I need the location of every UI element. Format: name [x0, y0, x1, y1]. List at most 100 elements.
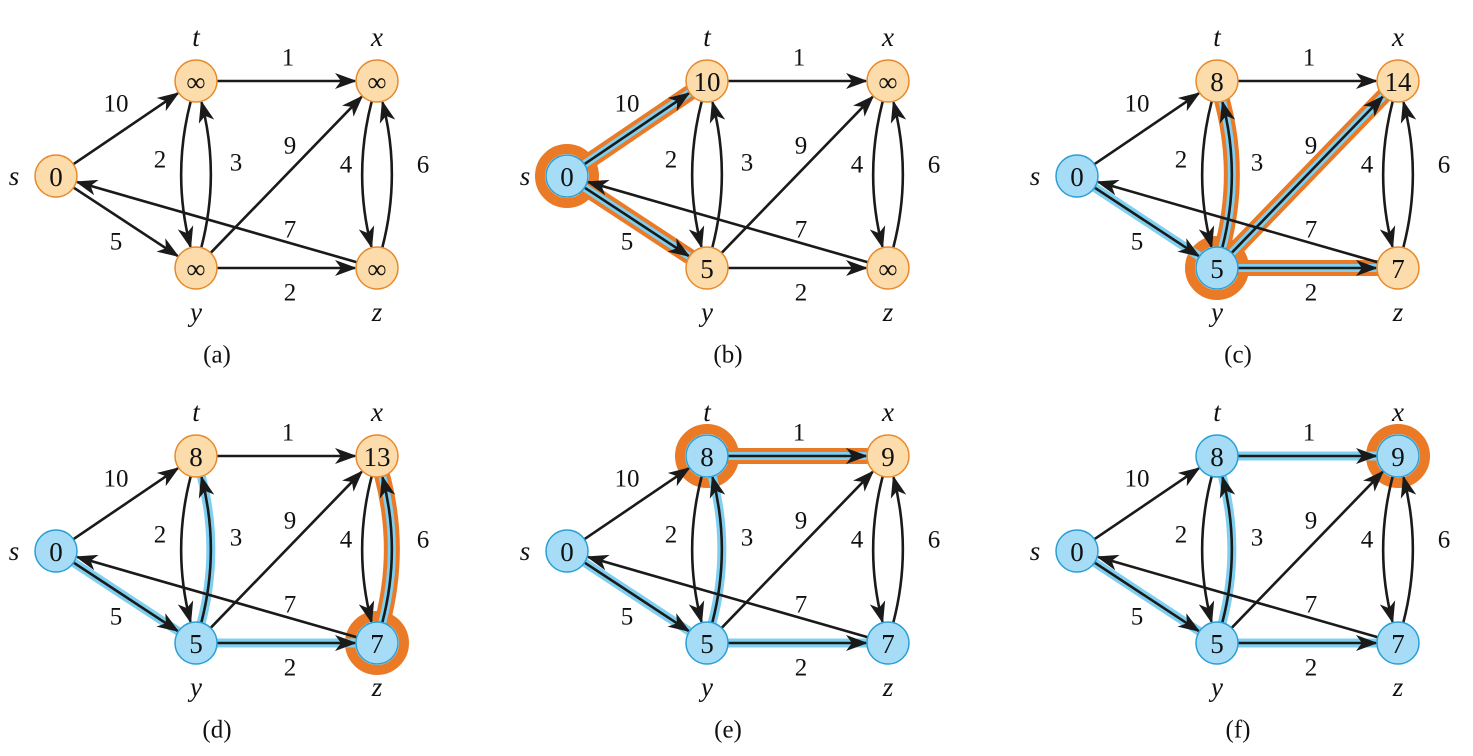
vertex-y: [174, 246, 218, 290]
vertex-x-name: x: [1391, 397, 1404, 427]
vertex-z-name: z: [882, 297, 894, 327]
vertex-z-distance: 7: [370, 629, 384, 659]
edge-s-t: [1093, 467, 1201, 541]
vertex-s: [34, 529, 78, 573]
edge-s-t: [1093, 92, 1201, 166]
edge-weight-t-x: 1: [793, 420, 806, 447]
node-layer: 0 8 9 5 7: [1055, 434, 1420, 665]
edge-weight-s-t: 10: [1125, 91, 1150, 118]
panel-caption: (c): [1224, 342, 1252, 369]
edge-weight-t-x: 1: [282, 420, 295, 447]
edge-s-y: [583, 186, 691, 258]
edge-weight-x-z: 4: [851, 527, 864, 554]
vertex-t: [174, 59, 218, 103]
edge-weight-z-s: 7: [284, 592, 297, 619]
panel-d: 0 8 13 5 7 10 5 1 2 3 9 2 4 6 7 s t x y z (d): [9, 397, 430, 744]
vertex-y-distance: 5: [189, 629, 203, 659]
vertex-z: [355, 246, 399, 290]
edge-weight-s-t: 10: [1125, 466, 1150, 493]
vertex-y-name: y: [1208, 672, 1223, 702]
edge-weight-x-z: 4: [1361, 527, 1374, 554]
vertex-y: [1195, 621, 1239, 665]
edge-s-t: [583, 92, 691, 166]
vertex-y-distance: 5: [1210, 254, 1224, 284]
edge-s-t: [72, 467, 180, 541]
edge-z-x: [1400, 475, 1417, 624]
edge-weight-y-t: 3: [1251, 525, 1264, 552]
edge-weight-z-x: 6: [1438, 152, 1451, 179]
vertex-y: [685, 621, 729, 665]
vertex-s-name: s: [520, 536, 531, 566]
vertex-t-distance: ∞: [186, 67, 205, 97]
edge-weight-s-y: 5: [110, 229, 123, 256]
panel-caption: (d): [202, 717, 231, 744]
vertex-x: [355, 59, 399, 103]
edge-s-t: [583, 467, 691, 541]
vertex-y-name: y: [698, 672, 713, 702]
edge-weight-y-t: 3: [1251, 150, 1264, 177]
edge-weight-z-s: 7: [284, 217, 297, 244]
vertex-y-distance: 5: [1210, 629, 1224, 659]
edge-layer: [583, 73, 907, 276]
edge-layer: [583, 448, 907, 651]
edge-weight-t-x: 1: [282, 45, 295, 72]
vertex-t: [685, 434, 729, 478]
edge-weight-t-y: 2: [1175, 147, 1188, 174]
edge-weight-s-t: 10: [104, 91, 129, 118]
current-vertex-ring: [535, 144, 599, 208]
edge-weight-z-s: 7: [1305, 592, 1318, 619]
node-layer: 0 8 13 5 7: [34, 434, 399, 665]
panel-b: 0 10 ∞ 5 ∞ 10 5 1 2 3 9 2 4 6 7 s t x y z (b): [520, 22, 941, 369]
edge-weight-z-x: 6: [1438, 527, 1451, 554]
vertex-x-distance: 9: [1391, 442, 1405, 472]
vertex-s-name: s: [9, 161, 20, 191]
vertex-y: [685, 246, 729, 290]
edge-weight-x-z: 4: [851, 152, 864, 179]
edge-s-y: [72, 186, 180, 258]
node-layer: 0 8 9 5 7: [545, 434, 910, 665]
edge-weight-y-t: 3: [230, 150, 243, 177]
node-layer: 0 10 ∞ 5 ∞: [545, 59, 910, 290]
edge-z-x: [890, 100, 907, 249]
edge-weight-s-y: 5: [621, 604, 634, 631]
vertex-z: [355, 621, 399, 665]
vertex-t: [1195, 434, 1239, 478]
edge-weight-s-t: 10: [615, 91, 640, 118]
vertex-y-distance: ∞: [186, 254, 205, 284]
edge-weight-y-x: 9: [1305, 133, 1318, 160]
edge-x-z: [358, 100, 375, 249]
edge-weight-y-x: 9: [284, 133, 297, 160]
vertex-z: [866, 246, 910, 290]
edge-y-t: [1219, 475, 1236, 624]
edge-s-t: [72, 92, 180, 166]
edge-weight-z-x: 6: [417, 527, 430, 554]
edge-weight-y-t: 3: [230, 525, 243, 552]
edge-z-s: [586, 179, 869, 264]
vertex-t: [1195, 59, 1239, 103]
edge-s-y: [1093, 561, 1201, 633]
edge-weight-y-t: 3: [741, 150, 754, 177]
vertex-s: [1055, 154, 1099, 198]
edge-weight-t-y: 2: [665, 522, 678, 549]
edge-weight-z-x: 6: [928, 152, 941, 179]
vertex-t-distance: 8: [1210, 67, 1224, 97]
node-layer: 0 ∞ ∞ ∞ ∞: [34, 59, 399, 290]
vertex-z: [1376, 621, 1420, 665]
edge-weight-x-z: 4: [340, 527, 353, 554]
edge-x-z: [358, 475, 375, 624]
vertex-s-distance: 0: [1070, 537, 1084, 567]
vertex-x-name: x: [1391, 22, 1404, 52]
edge-weight-t-x: 1: [1303, 420, 1316, 447]
edge-layer: [1093, 448, 1417, 651]
vertex-s-name: s: [520, 161, 531, 191]
edge-weight-z-x: 6: [417, 152, 430, 179]
vertex-s-name: s: [9, 536, 20, 566]
vertex-x-distance: ∞: [367, 67, 386, 97]
edge-x-z: [869, 475, 886, 624]
edge-z-s: [75, 179, 358, 264]
vertex-t-name: t: [1213, 397, 1222, 427]
vertex-y: [1195, 246, 1239, 290]
edge-x-z: [1379, 475, 1396, 624]
edge-weight-y-z: 2: [1305, 655, 1318, 682]
